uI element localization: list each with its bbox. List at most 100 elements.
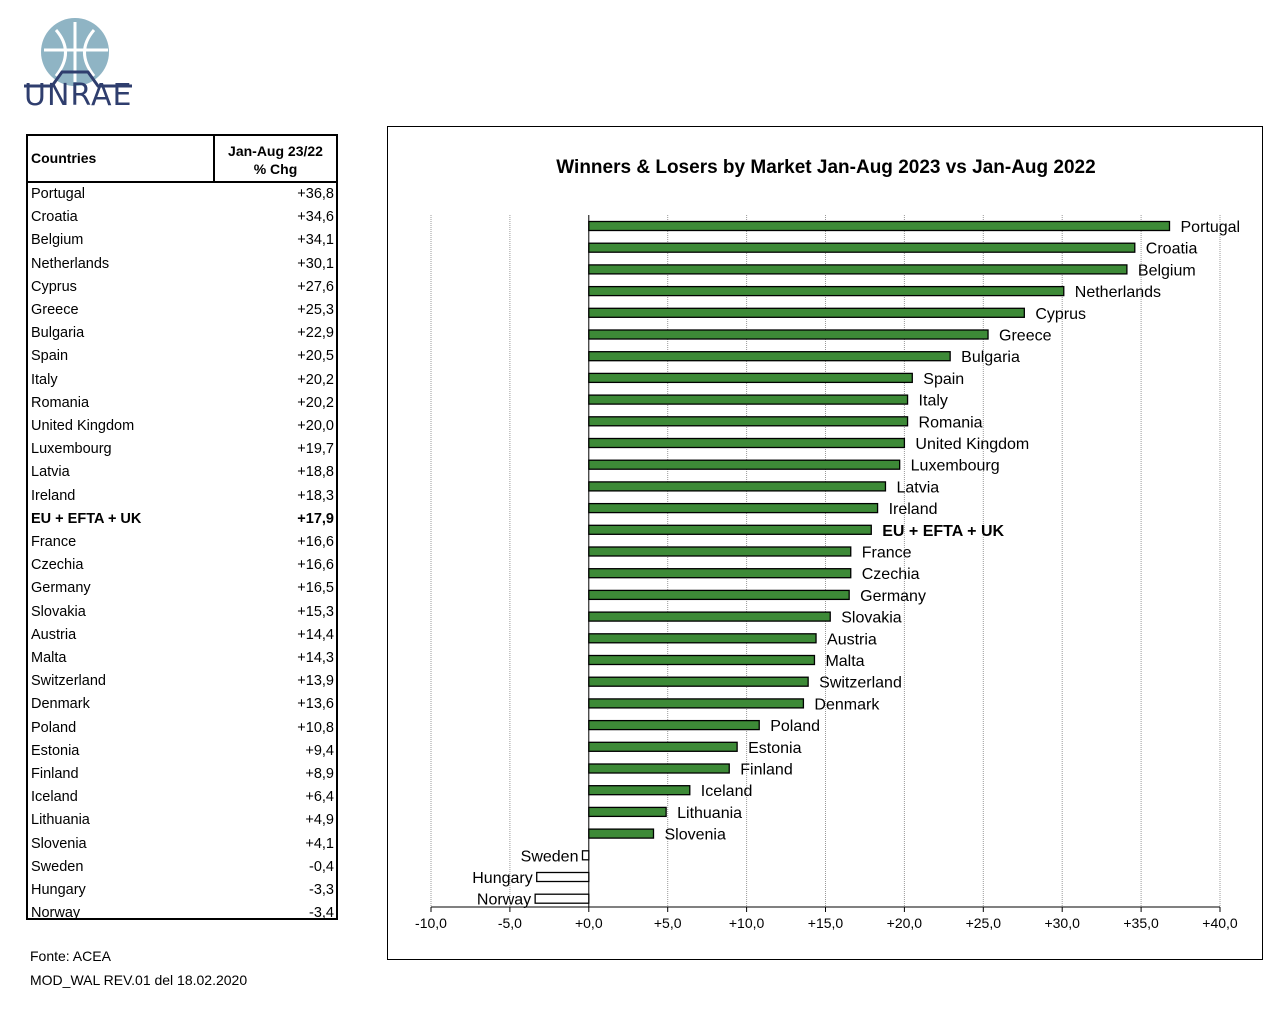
row-change-value: +34,1	[297, 232, 334, 249]
bar-chart: -10,0 -5,0 +0,0 +5,0 +10,0 +15,0 +20,0 +25,0 +30…	[415, 215, 1241, 931]
bar	[534, 893, 590, 904]
row-country: Greece	[31, 302, 79, 318]
row-change-value: +4,9	[305, 812, 334, 829]
row-country: Romania	[31, 394, 90, 411]
table-row: Greece +25,3	[28, 299, 336, 322]
bar-label: Spain	[923, 371, 964, 388]
table-row: Lithuania +4,9	[28, 809, 336, 832]
row-country: Italy	[31, 371, 58, 388]
table-row: Romania +20,2	[28, 392, 336, 415]
bar-label: Bulgaria	[961, 349, 1020, 366]
row-country: Portugal	[31, 186, 86, 202]
bar	[588, 329, 989, 340]
bar-label: Slovenia	[664, 827, 725, 844]
row-change-value: +19,7	[297, 441, 334, 458]
bar-label: Romania	[919, 414, 983, 431]
table-row: Portugal +36,8	[28, 183, 336, 206]
table-row: Czechia +16,6	[28, 554, 336, 577]
table-row: Netherlands +30,1	[28, 253, 336, 276]
row-change-value: +20,5	[297, 348, 334, 365]
table-row: Ireland +18,3	[28, 485, 336, 508]
table-row: Croatia +34,6	[28, 206, 336, 229]
chart-title: Winners & Losers by Market Jan-Aug 2023 …	[556, 157, 1096, 178]
bar-label: Iceland	[701, 783, 753, 800]
row-country: Sweden	[31, 858, 84, 875]
header-change-period: Jan-Aug 23/22	[228, 143, 323, 159]
bar	[588, 502, 879, 514]
row-country: United Kingdom	[31, 418, 135, 434]
row-country: EU + EFTA + UK	[31, 510, 142, 527]
row-country: Denmark	[31, 696, 90, 713]
bar	[588, 785, 691, 796]
row-change-value: +36,8	[297, 186, 334, 202]
table-row: Spain +20,5	[28, 345, 336, 368]
row-change-value: +20,0	[297, 418, 334, 434]
bar	[588, 459, 901, 470]
row-change-value: +25,3	[297, 302, 334, 318]
bar-label: Ireland	[889, 501, 938, 518]
x-tick-label: +35,0	[1123, 915, 1159, 931]
row-change-value: +15,3	[297, 603, 334, 620]
bar-label: Netherlands	[1075, 284, 1161, 301]
table-row: Bulgaria +22,9	[28, 322, 336, 345]
x-tick-label: +25,0	[966, 915, 1002, 931]
bar	[588, 698, 805, 709]
row-change-value: +30,1	[297, 255, 334, 272]
table-row: Germany +16,5	[28, 577, 336, 600]
row-country: Croatia	[31, 209, 78, 226]
bar-label: Greece	[999, 328, 1052, 345]
bar	[588, 264, 1128, 275]
row-country: Ireland	[31, 487, 76, 504]
bar	[588, 763, 730, 774]
bar-label: Denmark	[814, 696, 880, 713]
bar-label: Belgium	[1138, 262, 1196, 279]
bar-label: Cyprus	[1035, 306, 1086, 323]
x-tick-label: -5,0	[498, 915, 522, 931]
header-countries: Countries	[31, 150, 97, 166]
table-row: EU + EFTA + UK +17,9	[28, 508, 336, 531]
bar-label: Latvia	[896, 479, 939, 496]
bar	[588, 546, 852, 557]
table-row: Switzerland +13,9	[28, 670, 336, 693]
row-change-value: +13,9	[297, 673, 334, 690]
x-tick-label: -10,0	[415, 915, 447, 931]
bar	[588, 351, 951, 362]
row-change-value: +27,6	[297, 278, 334, 295]
x-tick-label: +30,0	[1044, 915, 1080, 931]
table-row: Cyprus +27,6	[28, 276, 336, 299]
row-country: Germany	[31, 580, 91, 597]
table-row: Slovenia +4,1	[28, 833, 336, 856]
bar-label: Croatia	[1146, 241, 1198, 258]
row-change-value: +16,5	[297, 580, 334, 597]
bar	[588, 372, 913, 384]
bar-label: Portugal	[1181, 219, 1241, 236]
row-change-value: +22,9	[297, 325, 334, 342]
bar-label: Poland	[770, 718, 820, 735]
row-change-value: +18,8	[297, 464, 334, 481]
row-change-value: +18,3	[297, 487, 334, 504]
table-row: Latvia +18,8	[28, 461, 336, 484]
row-change-value: +17,9	[297, 510, 334, 527]
bar	[588, 611, 831, 622]
row-change-value: +13,6	[297, 696, 334, 713]
row-change-value: +16,6	[297, 557, 334, 574]
bar	[588, 589, 850, 601]
row-change-value: +34,6	[297, 209, 334, 226]
row-country: Estonia	[31, 742, 80, 759]
row-change-value: -3,4	[309, 905, 334, 922]
bar-label: France	[862, 545, 912, 562]
bar-label: Finland	[740, 762, 792, 779]
row-change-value: +14,3	[297, 650, 334, 666]
bar-label: United Kingdom	[915, 436, 1029, 453]
header-divider	[213, 136, 215, 181]
row-change-value: +6,4	[305, 789, 334, 806]
row-country: Switzerland	[31, 673, 106, 690]
row-country: Latvia	[31, 464, 70, 481]
bar	[588, 828, 655, 839]
row-country: Belgium	[31, 232, 84, 249]
bar-label: EU + EFTA + UK	[882, 523, 1004, 540]
x-tick-label: +15,0	[808, 915, 844, 931]
bar	[588, 654, 816, 666]
bar	[588, 633, 817, 644]
unrae-logo-icon	[24, 18, 132, 88]
